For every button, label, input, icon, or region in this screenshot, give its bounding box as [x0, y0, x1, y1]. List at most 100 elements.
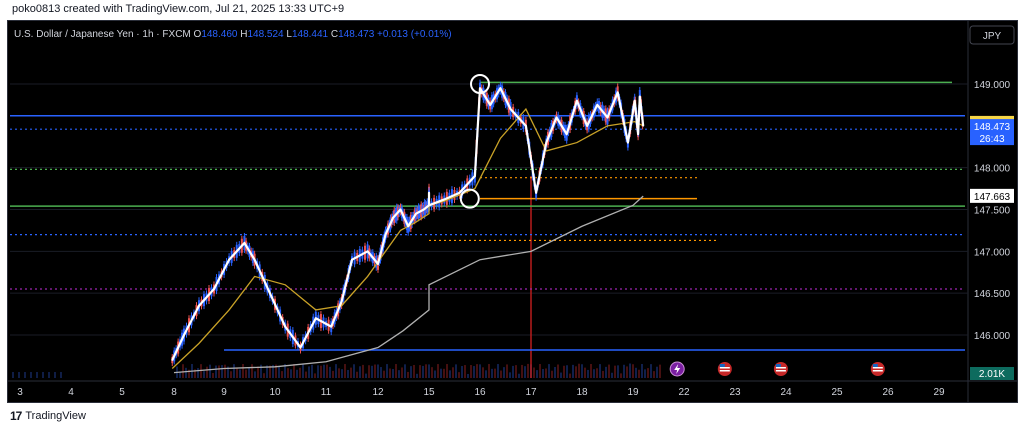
o-label: O — [191, 29, 202, 40]
flag-canton — [719, 364, 725, 367]
volume-bar — [572, 364, 574, 378]
volume-bar — [488, 364, 490, 378]
price-point — [284, 325, 287, 328]
price-point — [171, 359, 174, 361]
volume-bar — [18, 372, 20, 378]
volume-bar — [485, 370, 487, 378]
us-flag-event-icon[interactable] — [717, 362, 732, 376]
volume-bar — [446, 364, 448, 378]
volume-bar — [308, 366, 310, 378]
volume-bar — [542, 369, 544, 378]
volume-bar — [12, 372, 14, 378]
price-point — [269, 292, 271, 294]
volume-bar — [497, 364, 499, 378]
price-label-text: 147.663 — [974, 192, 1011, 203]
volume-bar — [248, 367, 250, 378]
volume-bar — [320, 365, 322, 378]
high-circle[interactable] — [470, 74, 490, 94]
price-point — [596, 104, 599, 106]
volume-bar — [290, 369, 292, 378]
volume-bar — [54, 372, 56, 378]
price-point — [443, 198, 446, 201]
x-tick-label: 12 — [372, 387, 384, 398]
footer: 17 TradingView — [10, 409, 86, 423]
volume-bar — [302, 364, 304, 378]
volume-bar — [296, 369, 298, 378]
volume-label-bg — [970, 367, 1014, 380]
volume-bar — [185, 367, 187, 378]
volume-bar — [374, 364, 376, 378]
price-label-white: 147.663 — [970, 188, 1014, 203]
low-circle[interactable] — [459, 188, 480, 209]
volume-bar — [596, 368, 598, 378]
volume-bar — [440, 368, 442, 378]
volume-bar — [473, 366, 475, 378]
us-flag-event-icon[interactable] — [773, 362, 788, 376]
price-point — [555, 116, 558, 119]
x-tick-label: 3 — [17, 387, 23, 398]
h-value: 148.524 — [247, 29, 284, 40]
volume-bar — [545, 368, 547, 378]
price-point — [428, 204, 430, 207]
volume-bar — [650, 364, 652, 378]
volume-bar — [626, 366, 628, 378]
currency-button-bg — [969, 25, 1015, 45]
volume-bar — [656, 366, 658, 378]
volume-bar — [323, 364, 325, 378]
volume-bar — [257, 366, 259, 378]
volume-bar — [221, 365, 223, 378]
y-tick-label: 146.000 — [974, 331, 1011, 342]
x-tick-label: 22 — [678, 387, 690, 398]
volume-bar — [362, 364, 364, 378]
volume-bar — [524, 366, 526, 378]
price-point — [576, 99, 578, 102]
price-point — [639, 95, 641, 98]
volume-bar — [371, 365, 373, 378]
volume-bar — [398, 370, 400, 378]
ma-fast-line — [171, 107, 644, 369]
volume-bar — [515, 365, 517, 378]
volume-bar — [194, 369, 196, 378]
volume-bar — [212, 373, 214, 378]
volume-bar — [254, 371, 256, 378]
volume-bar — [560, 372, 562, 378]
price-point — [616, 91, 619, 94]
lightning-event-icon[interactable] — [669, 361, 685, 377]
volume-bar — [383, 370, 385, 378]
volume-bar — [275, 364, 277, 378]
volume-bar — [281, 371, 283, 378]
volume-bar — [620, 373, 622, 378]
volume-bar — [392, 368, 394, 378]
tradingview-logo-icon: 17 — [10, 409, 22, 423]
volume-bar — [602, 370, 604, 378]
volume-bar — [48, 372, 50, 378]
x-tick-label: 23 — [729, 387, 741, 398]
x-tick-label: 16 — [474, 387, 486, 398]
y-tick-label: 147.500 — [974, 206, 1011, 217]
price-point — [330, 325, 333, 328]
volume-bar — [203, 371, 205, 378]
volume-bar — [233, 364, 235, 378]
flag-stripe — [719, 370, 730, 372]
volume-bar — [227, 366, 229, 378]
symbol-header[interactable]: U.S. Dollar / Japanese Yen · 1h · FXCM O… — [14, 29, 452, 40]
price-point — [637, 133, 639, 135]
volume-bar — [407, 371, 409, 378]
volume-bar — [428, 364, 430, 378]
price-point — [586, 125, 588, 127]
volume-bar — [335, 364, 337, 378]
change-value: +0.013 (+0.01%) — [374, 29, 451, 40]
volume-bar — [197, 368, 199, 378]
currency-button[interactable]: JPY — [969, 25, 1015, 45]
volume-bar — [455, 364, 457, 378]
footer-brand: TradingView — [25, 410, 86, 422]
flag-stripe — [872, 367, 883, 369]
volume-bar — [503, 367, 505, 378]
us-flag-event-icon[interactable] — [870, 362, 885, 376]
price-label-text: 26:43 — [979, 134, 1004, 145]
volume-bar — [389, 368, 391, 378]
x-tick-label: 26 — [882, 387, 894, 398]
volume-bar — [512, 365, 514, 378]
volume-bar — [608, 364, 610, 378]
